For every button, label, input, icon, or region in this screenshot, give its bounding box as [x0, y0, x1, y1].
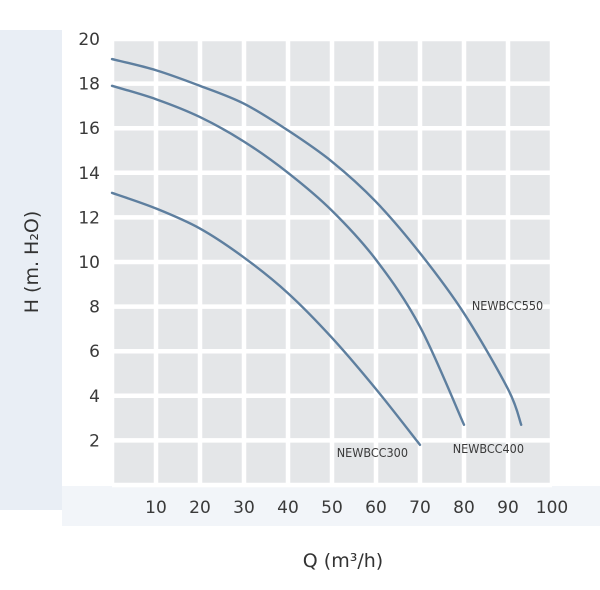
y-tick-label: 20 [78, 30, 100, 50]
x-tick-label: 80 [453, 498, 475, 518]
x-tick-label: 40 [277, 498, 299, 518]
series-lines [110, 57, 523, 447]
x-axis-title: Q (m³/h) [303, 550, 383, 572]
y-tick-label: 12 [78, 208, 100, 228]
y-tick-label: 10 [78, 253, 100, 273]
x-tick-label: 50 [321, 498, 343, 518]
x-tick-labels: 10 20 30 40 50 60 70 80 90 100 [145, 498, 568, 518]
x-tick-label: 100 [536, 498, 568, 518]
series-line-newbcc300 [110, 191, 422, 447]
series-label-newbcc300: NEWBCC300 [337, 445, 408, 460]
x-tick-label: 10 [145, 498, 167, 518]
series-labels: NEWBCC300 NEWBCC400 NEWBCC550 [337, 298, 544, 460]
y-tick-label: 2 [89, 431, 100, 451]
y-tick-label: 8 [89, 298, 100, 318]
grid [109, 36, 555, 488]
chart-backdrop-left [0, 30, 62, 510]
y-tick-label: 16 [78, 119, 100, 139]
y-axis-title: H (m. H₂O) [21, 211, 43, 314]
x-tick-label: 70 [409, 498, 431, 518]
chart-backdrop-bottom [62, 486, 600, 526]
series-label-newbcc400: NEWBCC400 [453, 441, 524, 456]
y-tick-label: 4 [89, 387, 100, 407]
y-tick-label: 18 [78, 75, 100, 95]
x-tick-label: 30 [233, 498, 255, 518]
y-tick-label: 6 [89, 342, 100, 362]
series-label-newbcc550: NEWBCC550 [472, 298, 543, 313]
y-tick-labels: 2 4 6 8 10 12 14 16 18 20 [78, 30, 100, 451]
x-tick-label: 90 [497, 498, 519, 518]
x-tick-label: 60 [365, 498, 387, 518]
y-tick-label: 14 [78, 164, 100, 184]
x-tick-label: 20 [189, 498, 211, 518]
series-line-newbcc400 [110, 84, 466, 426]
series-line-newbcc550 [110, 57, 523, 426]
